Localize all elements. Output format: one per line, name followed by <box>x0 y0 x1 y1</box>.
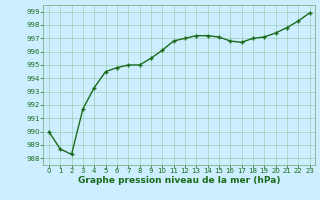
X-axis label: Graphe pression niveau de la mer (hPa): Graphe pression niveau de la mer (hPa) <box>78 176 280 185</box>
